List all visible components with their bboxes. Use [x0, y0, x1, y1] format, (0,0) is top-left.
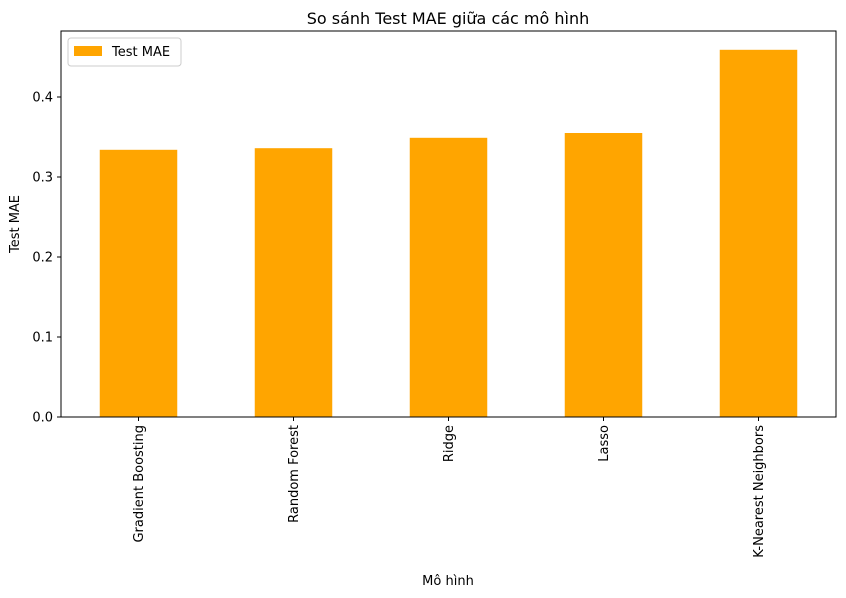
legend: Test MAE: [67, 37, 182, 67]
x-tick-label: K-Nearest Neighbors: [752, 425, 767, 558]
plot-frame: [60, 30, 837, 418]
legend-swatch: [74, 46, 102, 56]
x-axis-title: Mô hình: [422, 574, 474, 589]
x-tick-label: Gradient Boosting: [132, 425, 147, 543]
y-tick-label: 0.1: [32, 331, 53, 346]
y-tick-label: 0.2: [32, 251, 53, 266]
bar-random-forest: [254, 148, 333, 417]
x-tick-label: Lasso: [597, 425, 612, 462]
x-tick-label: Ridge: [442, 425, 457, 462]
bar-ridge: [409, 137, 488, 418]
y-tick-label: 0.0: [32, 411, 53, 426]
y-axis-title: Test MAE: [8, 195, 23, 254]
x-tick-label: Random Forest: [287, 425, 302, 523]
chart-title: So sánh Test MAE giữa các mô hình: [307, 9, 590, 28]
bars-group: [99, 49, 798, 418]
bar-gradient-boosting: [99, 149, 178, 418]
bar-lasso: [564, 133, 643, 417]
y-tick-label: 0.4: [32, 91, 53, 106]
y-axis-ticks: 0.0 0.1 0.2 0.3 0.4: [32, 91, 61, 426]
y-tick-label: 0.3: [32, 171, 53, 186]
bar-k-nearest-neighbors: [719, 49, 798, 418]
x-axis-ticks: Gradient Boosting Random Forest Ridge Lasso…: [132, 417, 767, 558]
legend-box: [67, 37, 182, 67]
legend-label: Test MAE: [111, 45, 170, 60]
